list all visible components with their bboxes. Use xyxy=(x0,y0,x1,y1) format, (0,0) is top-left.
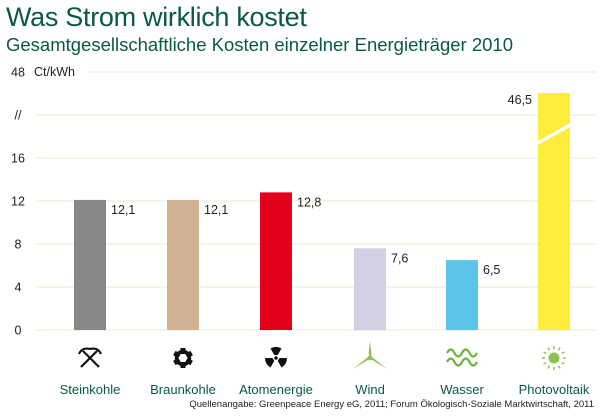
category-label: Atomenergie xyxy=(239,382,313,397)
value-label: 6,5 xyxy=(483,263,500,277)
category-labels: Steinkohle Braunkohle Atomenergie Wind Wasse… xyxy=(60,382,590,397)
y-tick-label: 8 xyxy=(15,238,22,252)
bar-wasser xyxy=(446,260,478,330)
y-tick-label: 16 xyxy=(11,152,25,166)
category-label: Wind xyxy=(355,382,385,397)
category-label: Wasser xyxy=(440,382,484,397)
y-tick-label: 48 xyxy=(11,66,25,80)
value-label: 12,1 xyxy=(204,203,228,217)
radiation-icon xyxy=(265,347,287,368)
category-label: Braunkohle xyxy=(150,382,216,397)
gear-icon xyxy=(173,348,193,368)
y-axis-unit: Ct/kWh xyxy=(34,65,75,79)
value-label: 7,6 xyxy=(391,251,408,265)
category-icons xyxy=(77,341,566,370)
value-labels: 12,1 12,1 12,8 7,6 6,5 46,5 xyxy=(111,93,532,277)
chart-title: Was Strom wirklich kostet xyxy=(6,2,307,32)
value-label: 12,1 xyxy=(111,203,135,217)
value-label: 46,5 xyxy=(508,93,532,107)
bar-wind xyxy=(354,248,386,330)
water-waves-icon xyxy=(446,348,478,367)
chart-subtitle: Gesamtgesellschaftliche Kosten einzelner… xyxy=(6,34,513,55)
bar-braunkohle xyxy=(167,199,199,330)
y-tick-label: 0 xyxy=(15,324,22,338)
gridlines xyxy=(36,71,596,331)
bar-steinkohle xyxy=(74,199,106,330)
axis-break-mark xyxy=(538,123,570,145)
y-tick-label: 12 xyxy=(11,195,25,209)
source-note: Quellenangabe: Greenpeace Energy eG, 201… xyxy=(189,399,594,410)
wind-turbine-icon xyxy=(353,341,387,369)
category-label: Steinkohle xyxy=(60,382,121,397)
bar-atomenergie xyxy=(260,192,292,330)
pickaxes-icon xyxy=(77,347,103,368)
y-tick-label: // xyxy=(15,109,22,123)
value-label: 12,8 xyxy=(297,195,321,209)
y-tick-label: 4 xyxy=(15,281,22,295)
bars xyxy=(74,93,570,330)
sun-icon xyxy=(542,346,566,370)
category-label: Photovoltaik xyxy=(519,382,590,397)
